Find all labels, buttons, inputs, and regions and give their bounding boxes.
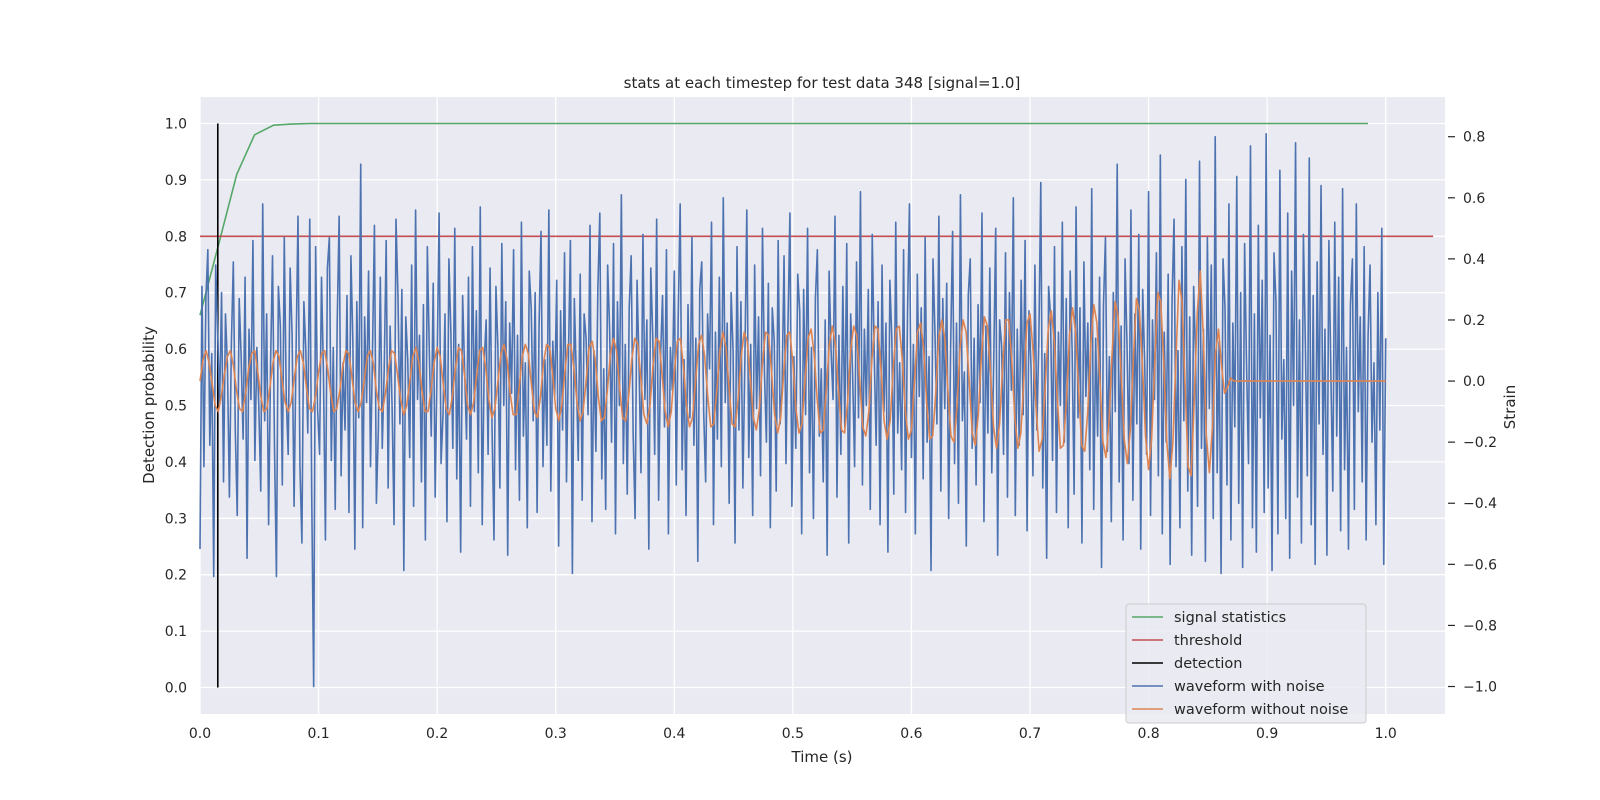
y2-tick-label: −0.6 bbox=[1463, 557, 1497, 573]
x-tick-label: 0.9 bbox=[1256, 726, 1278, 742]
legend-entry: waveform with noise bbox=[1132, 679, 1325, 695]
legend-label: waveform with noise bbox=[1174, 679, 1325, 695]
y2-tick-label: 0.8 bbox=[1463, 130, 1485, 146]
y2-tick-label: 0.2 bbox=[1463, 313, 1485, 329]
x-tick-label: 0.0 bbox=[189, 726, 211, 742]
legend-entry: detection bbox=[1132, 656, 1242, 672]
x-tick-label: 1.0 bbox=[1375, 726, 1397, 742]
y2-tick-label: 0.6 bbox=[1463, 191, 1485, 207]
legend-frame bbox=[1125, 603, 1367, 724]
series-line-signal-statistics bbox=[199, 122, 1368, 316]
legend-label: threshold bbox=[1174, 633, 1242, 649]
y2-tick-label: −0.4 bbox=[1463, 496, 1497, 512]
x-axis-ticks: 0.0 0.1 0.2 0.3 0.4 0.5 0.6 0.7 0.8 0.9 1.0 bbox=[189, 726, 1397, 742]
legend: signal statistics threshold detection wa… bbox=[1125, 603, 1367, 724]
x-tick-label: 0.8 bbox=[1137, 726, 1159, 742]
x-tick-label: 0.1 bbox=[307, 726, 329, 742]
x-tick-label: 0.3 bbox=[545, 726, 567, 742]
legend-entry: waveform without noise bbox=[1132, 702, 1348, 718]
legend-label: waveform without noise bbox=[1174, 702, 1348, 718]
y-tick-label: 0.6 bbox=[165, 342, 187, 358]
y-tick-label: 0.2 bbox=[165, 568, 187, 584]
x-tick-label: 0.6 bbox=[900, 726, 922, 742]
legend-label: detection bbox=[1174, 656, 1242, 672]
y2-axis-ticks: −1.0 −0.8 −0.6 −0.4 −0.2 0.0 0.2 0.4 0.6 0.8 bbox=[1448, 130, 1497, 696]
y2-tick-label: 0.4 bbox=[1463, 252, 1485, 268]
y-tick-label: 0.1 bbox=[165, 624, 187, 640]
legend-label: signal statistics bbox=[1174, 610, 1286, 626]
y2-tick-label: −0.2 bbox=[1463, 435, 1497, 451]
y-tick-label: 0.5 bbox=[165, 399, 187, 415]
y-axis-ticks: 0.0 0.1 0.2 0.3 0.4 0.5 0.6 0.7 0.8 0.9 1.0 bbox=[165, 117, 187, 697]
y-tick-label: 0.7 bbox=[165, 286, 187, 302]
y2-tick-label: −1.0 bbox=[1463, 680, 1497, 696]
y-tick-label: 0.9 bbox=[165, 173, 187, 189]
y-tick-label: 0.4 bbox=[165, 455, 187, 471]
series-line-waveform-without-noise bbox=[199, 270, 1386, 480]
y2-axis-label: Strain bbox=[1501, 385, 1519, 429]
x-tick-label: 0.5 bbox=[782, 726, 804, 742]
y-tick-label: 0.0 bbox=[165, 680, 187, 696]
y-axis-label: Detection probability bbox=[140, 326, 158, 484]
x-axis-label: Time (s) bbox=[791, 748, 853, 766]
chart-title: stats at each timestep for test data 348… bbox=[624, 74, 1021, 92]
y-tick-label: 1.0 bbox=[165, 117, 187, 133]
y2-tick-label: 0.0 bbox=[1463, 374, 1485, 390]
y-tick-label: 0.8 bbox=[165, 229, 187, 245]
legend-entry: signal statistics bbox=[1132, 610, 1286, 626]
x-tick-label: 0.7 bbox=[1019, 726, 1041, 742]
y2-tick-label: −0.8 bbox=[1463, 618, 1497, 634]
series-layer bbox=[199, 122, 1434, 688]
x-tick-label: 0.4 bbox=[663, 726, 685, 742]
legend-entry: threshold bbox=[1132, 633, 1242, 649]
y-tick-label: 0.3 bbox=[165, 511, 187, 527]
x-tick-label: 0.2 bbox=[426, 726, 448, 742]
